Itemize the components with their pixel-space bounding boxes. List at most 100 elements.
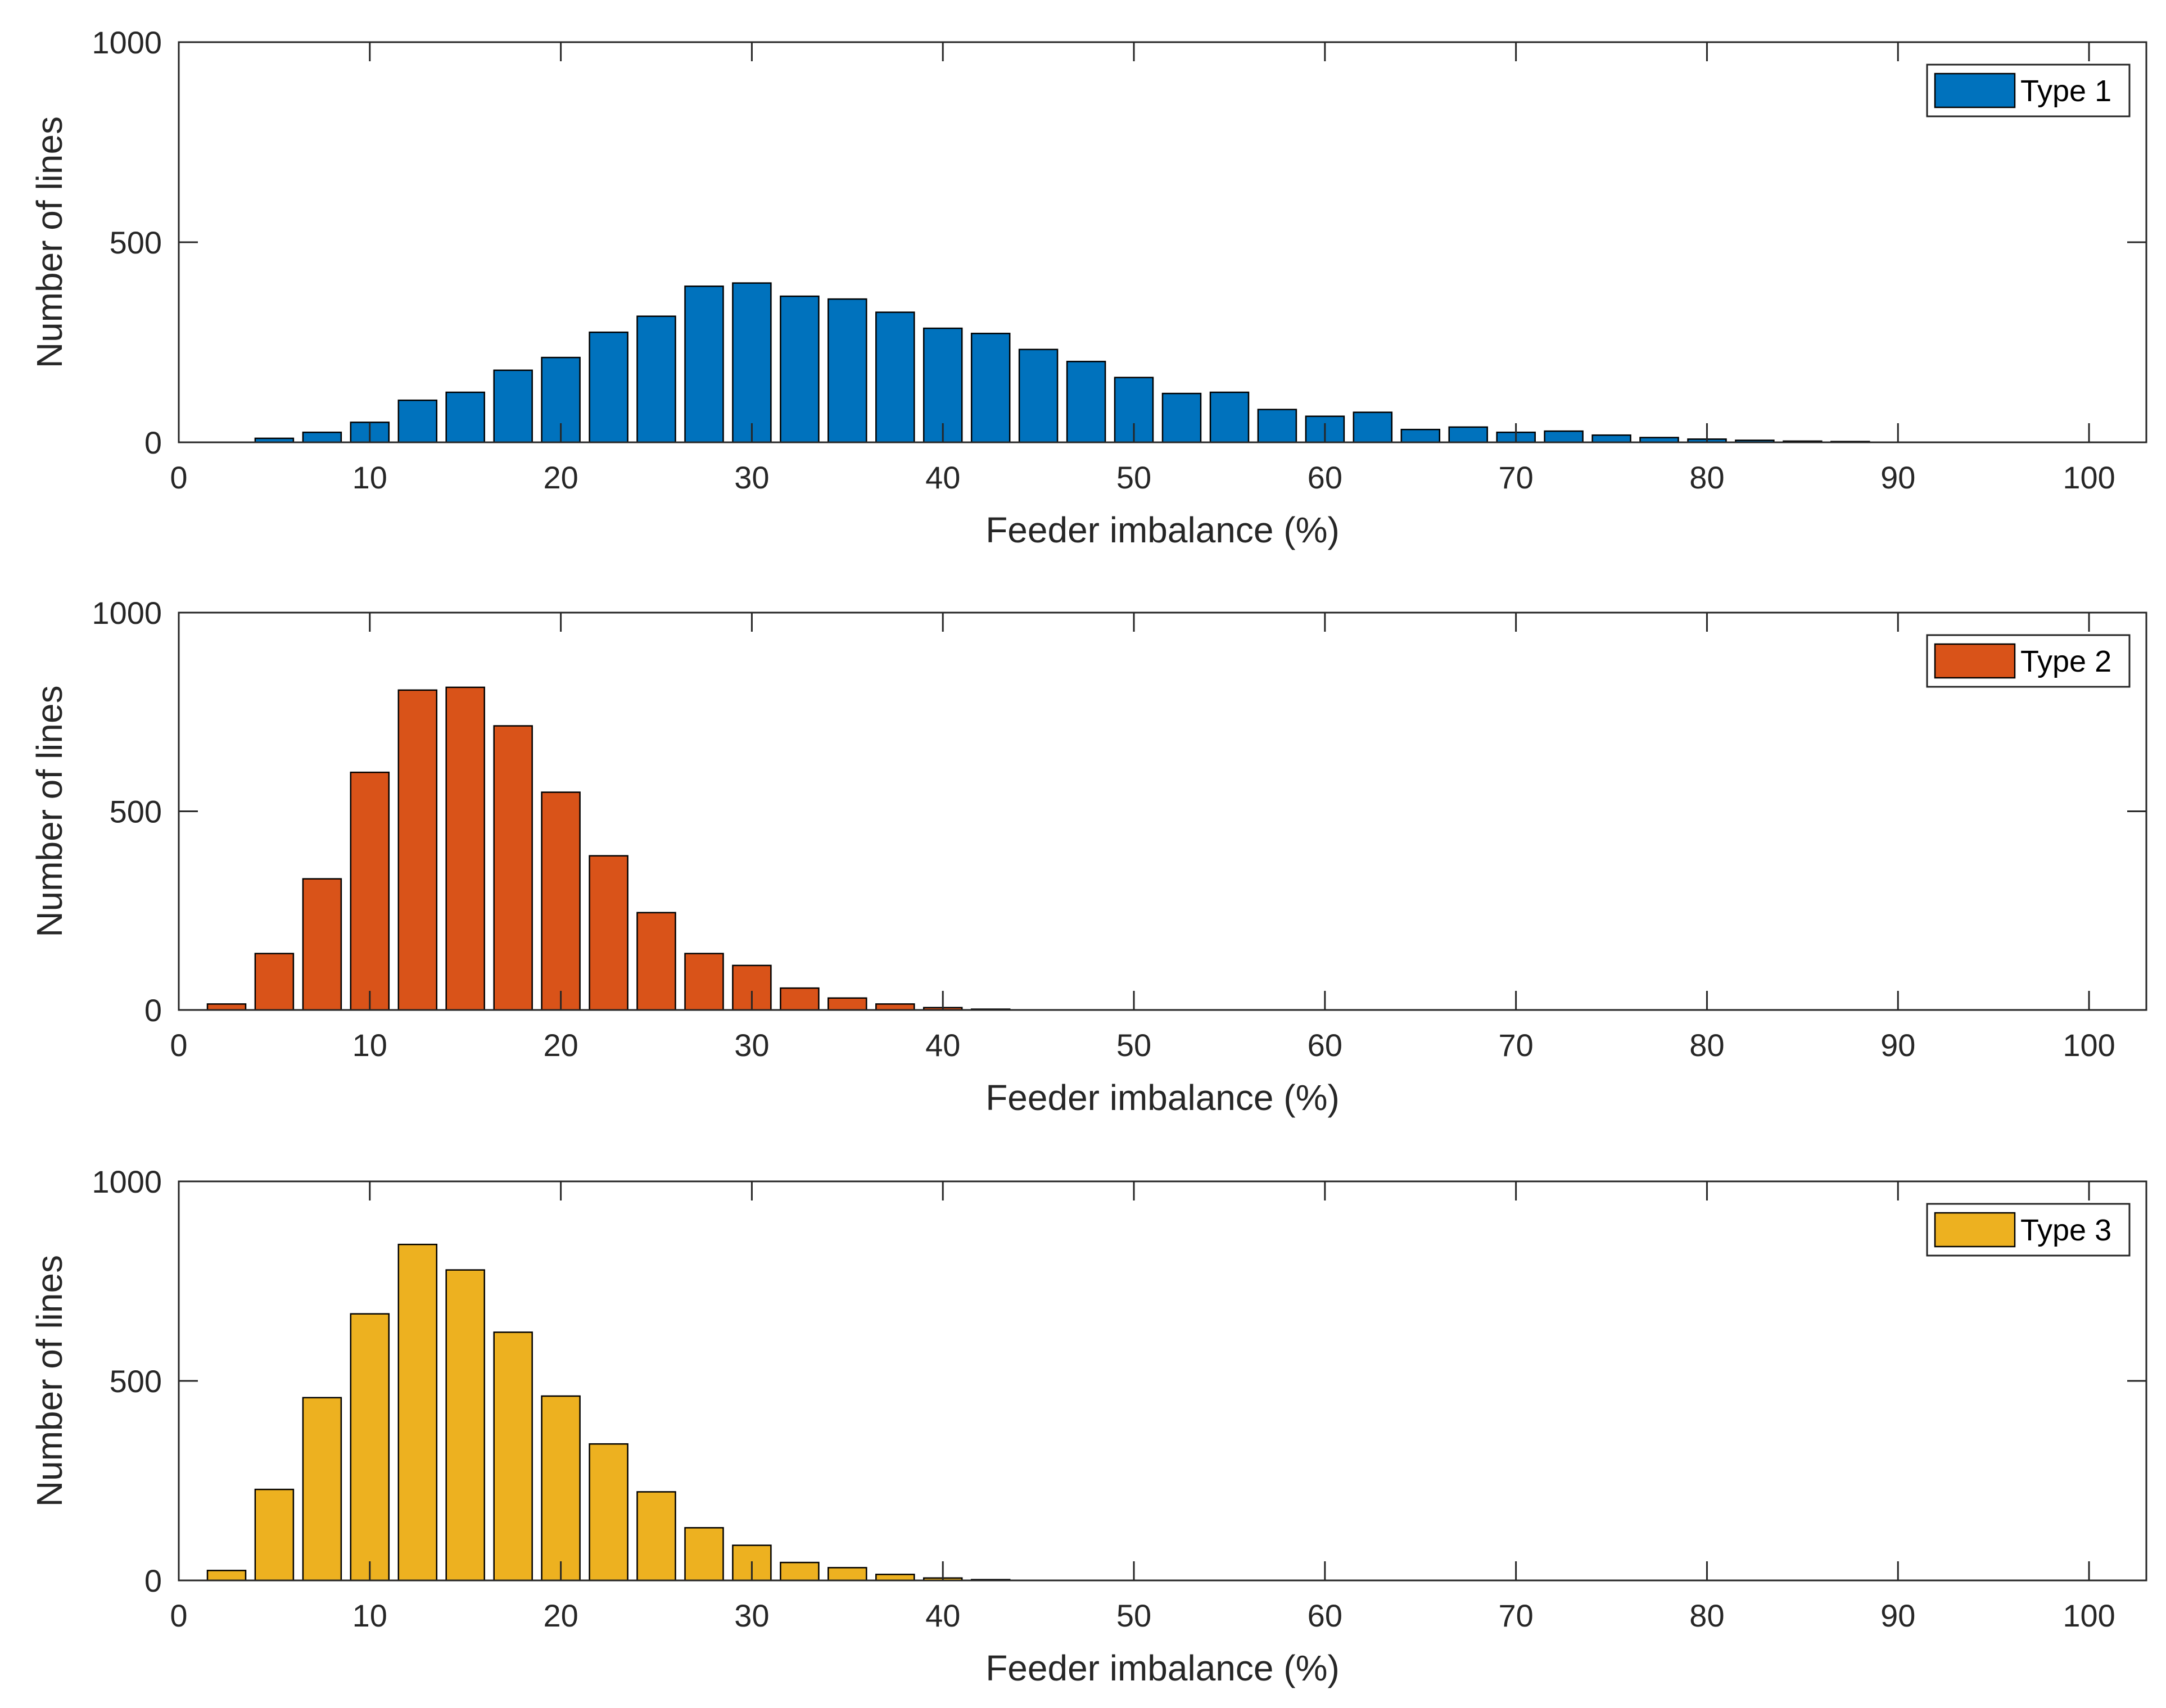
x-tick-label: 70 <box>1498 460 1533 495</box>
bar <box>780 987 820 1011</box>
legend: Type 3 <box>1926 1203 2131 1257</box>
bar <box>493 1331 533 1582</box>
bar <box>206 1570 247 1582</box>
bar <box>1066 360 1106 443</box>
bar <box>827 298 867 443</box>
x-tick-label: 100 <box>2063 1598 2115 1633</box>
legend-label: Type 2 <box>2020 645 2111 678</box>
bar <box>541 791 581 1011</box>
bar <box>875 311 915 443</box>
bar <box>254 953 295 1011</box>
bar <box>1448 426 1488 443</box>
x-tick-label: 60 <box>1308 1027 1342 1063</box>
legend-label: Type 1 <box>2020 74 2111 108</box>
legend: Type 2 <box>1926 634 2131 688</box>
y-tick-label: 1000 <box>92 595 162 631</box>
bar <box>397 1243 438 1582</box>
bar <box>589 855 628 1011</box>
legend-swatch <box>1934 73 2016 108</box>
bar <box>684 286 724 443</box>
bar <box>493 369 533 443</box>
bar <box>397 689 438 1011</box>
y-axis-title: Number of lines <box>29 685 70 937</box>
bar <box>636 1491 676 1582</box>
bar <box>875 1003 915 1011</box>
x-tick-label: 10 <box>352 1598 387 1633</box>
y-tick-label: 500 <box>110 1363 162 1399</box>
y-tick-label: 500 <box>110 225 162 260</box>
bar <box>827 997 867 1011</box>
bar <box>684 1527 724 1582</box>
x-tick-label: 30 <box>734 1027 769 1063</box>
y-tick-label: 0 <box>144 993 162 1028</box>
bar <box>302 878 342 1011</box>
bar <box>684 953 724 1011</box>
x-tick-label: 20 <box>543 1027 578 1063</box>
bar <box>780 1561 820 1582</box>
x-tick-label: 90 <box>1880 460 1915 495</box>
bar <box>780 295 820 443</box>
bar <box>302 431 342 443</box>
x-tick-label: 50 <box>1116 460 1151 495</box>
bar <box>732 282 772 443</box>
x-axis-title: Feeder imbalance (%) <box>985 1648 1340 1688</box>
legend: Type 1 <box>1926 64 2131 117</box>
x-tick-label: 40 <box>925 1027 960 1063</box>
bar <box>875 1574 915 1582</box>
y-axis-title: Number of lines <box>29 1255 70 1507</box>
bar <box>206 1003 247 1011</box>
x-tick-label: 40 <box>925 460 960 495</box>
bar <box>636 315 676 443</box>
bar <box>1161 392 1202 443</box>
legend-label: Type 3 <box>2020 1213 2111 1247</box>
x-tick-label: 50 <box>1116 1598 1151 1633</box>
legend-swatch <box>1934 1212 2016 1248</box>
x-tick-label: 100 <box>2063 1027 2115 1063</box>
y-axis-title: Number of lines <box>29 116 70 368</box>
bar <box>445 391 485 443</box>
y-tick-label: 1000 <box>92 1164 162 1199</box>
x-tick-label: 0 <box>170 1598 187 1633</box>
x-tick-label: 90 <box>1880 1598 1915 1633</box>
x-tick-label: 10 <box>352 1027 387 1063</box>
x-tick-label: 60 <box>1308 1598 1342 1633</box>
x-axis-title: Feeder imbalance (%) <box>985 510 1340 550</box>
bar <box>970 333 1011 443</box>
x-tick-label: 40 <box>925 1598 960 1633</box>
x-tick-label: 60 <box>1308 460 1342 495</box>
x-tick-label: 0 <box>170 1027 187 1063</box>
bar <box>397 399 438 443</box>
x-tick-label: 30 <box>734 460 769 495</box>
bar <box>1257 409 1297 443</box>
y-tick-label: 0 <box>144 425 162 460</box>
y-tick-label: 0 <box>144 1563 162 1598</box>
x-axis-title: Feeder imbalance (%) <box>985 1077 1340 1118</box>
bar <box>350 1313 390 1582</box>
x-tick-label: 0 <box>170 460 187 495</box>
bar <box>254 1488 295 1582</box>
bar <box>1018 348 1059 443</box>
x-tick-label: 50 <box>1116 1027 1151 1063</box>
bar <box>589 1443 628 1582</box>
bar <box>1353 411 1393 443</box>
x-tick-label: 80 <box>1689 1027 1724 1063</box>
bar <box>302 1397 342 1582</box>
x-tick-label: 70 <box>1498 1027 1533 1063</box>
bar <box>1544 430 1584 443</box>
bar <box>1209 391 1250 443</box>
bar <box>445 1269 485 1582</box>
x-tick-label: 20 <box>543 1598 578 1633</box>
x-tick-label: 70 <box>1498 1598 1533 1633</box>
x-tick-label: 30 <box>734 1598 769 1633</box>
bar <box>827 1567 867 1582</box>
bar <box>350 771 390 1011</box>
bar <box>1591 434 1631 443</box>
bar <box>493 725 533 1011</box>
legend-swatch <box>1934 643 2016 679</box>
x-tick-label: 10 <box>352 460 387 495</box>
x-tick-label: 90 <box>1880 1027 1915 1063</box>
